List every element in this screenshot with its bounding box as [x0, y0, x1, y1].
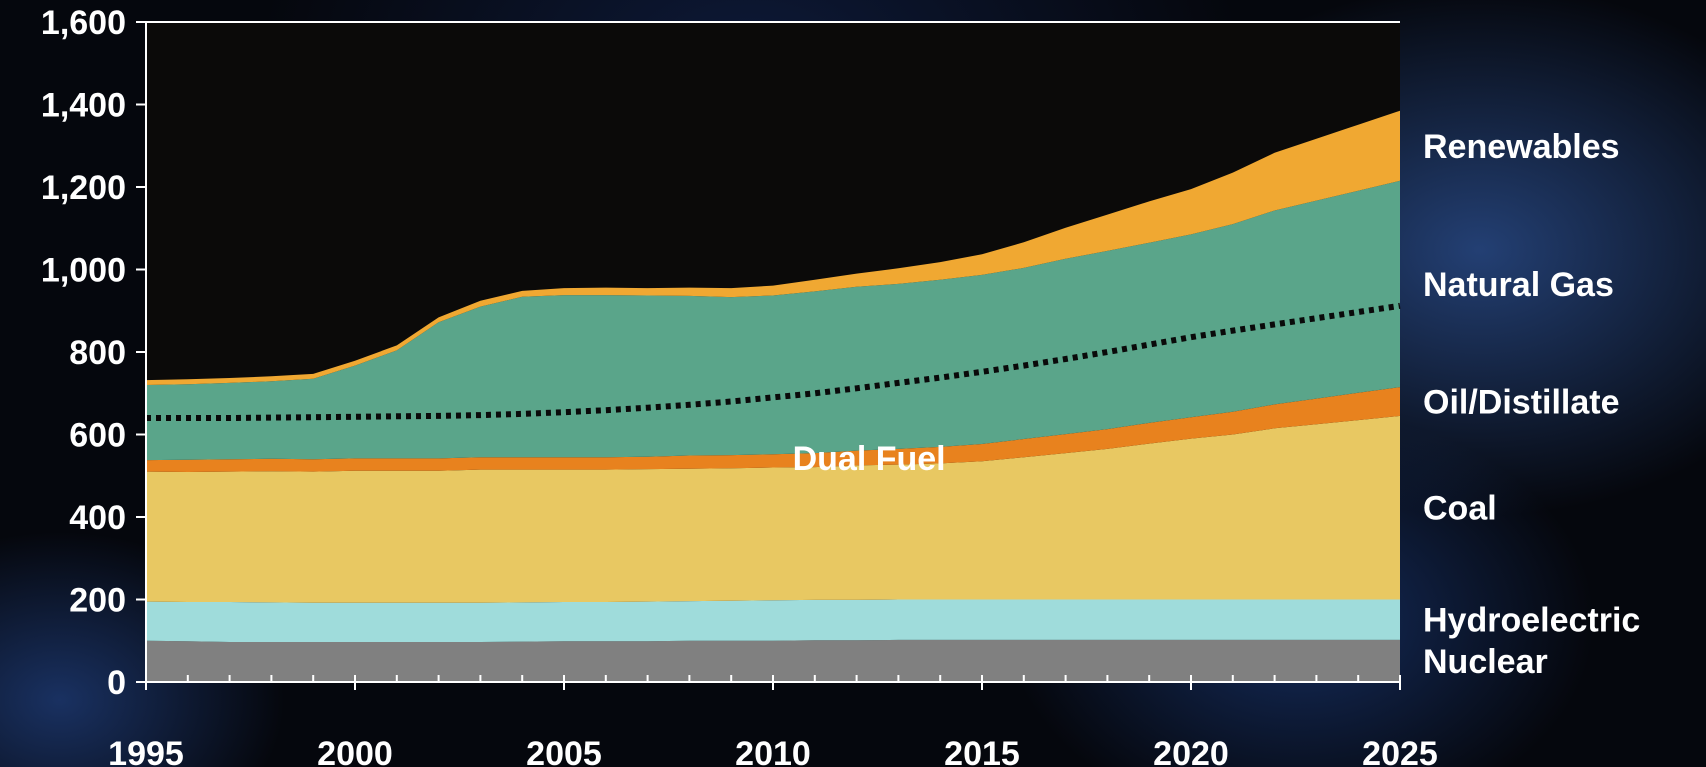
y-tick-label: 1,000: [41, 252, 126, 290]
y-tick-label: 600: [69, 417, 126, 455]
series-label-coal: Coal: [1423, 490, 1497, 528]
x-axis-ticks: 1995 2000 2005 2010 2015 2020 2025: [108, 682, 1438, 767]
x-tick-label: 2015: [944, 735, 1020, 767]
y-tick-label: 1,400: [41, 87, 126, 125]
x-tick-label: 2025: [1362, 735, 1438, 767]
annotations: Dual Fuel: [793, 440, 946, 478]
series-label-nuclear: Nuclear: [1423, 643, 1548, 681]
overlay-lines: [146, 302, 1401, 421]
x-tick-label: 2000: [317, 735, 393, 767]
y-axis-ticks: 0 200 400 600 800 1,000 1,200 1,400 1,600: [41, 4, 146, 702]
series-label-natural-gas: Natural Gas: [1423, 266, 1614, 304]
x-tick-label: 2010: [735, 735, 811, 767]
series-label-renewables: Renewables: [1423, 128, 1620, 166]
y-tick-label: 200: [69, 582, 126, 620]
dual-fuel-annotation: Dual Fuel: [793, 440, 946, 478]
area-natural-gas: [146, 180, 1400, 461]
y-tick-label: 400: [69, 499, 126, 537]
y-tick-label: 1,600: [41, 4, 126, 42]
dual-fuel-dotted-line: [146, 302, 1401, 421]
y-tick-label: 1,200: [41, 169, 126, 207]
y-tick-label: 0: [107, 664, 126, 702]
series-label-oil-distillate: Oil/Distillate: [1423, 384, 1620, 422]
x-tick-label: 2005: [526, 735, 602, 767]
area-layers: [146, 110, 1400, 682]
area-nuclear: [146, 639, 1400, 682]
y-tick-label: 800: [69, 334, 126, 372]
x-tick-label: 2020: [1153, 735, 1229, 767]
area-coal: [146, 415, 1400, 603]
series-label-hydroelectric: Hydroelectric: [1423, 602, 1640, 640]
area-hydroelectric: [146, 599, 1400, 642]
x-tick-label: 1995: [108, 735, 184, 767]
area-oil-distillate: [146, 387, 1400, 472]
